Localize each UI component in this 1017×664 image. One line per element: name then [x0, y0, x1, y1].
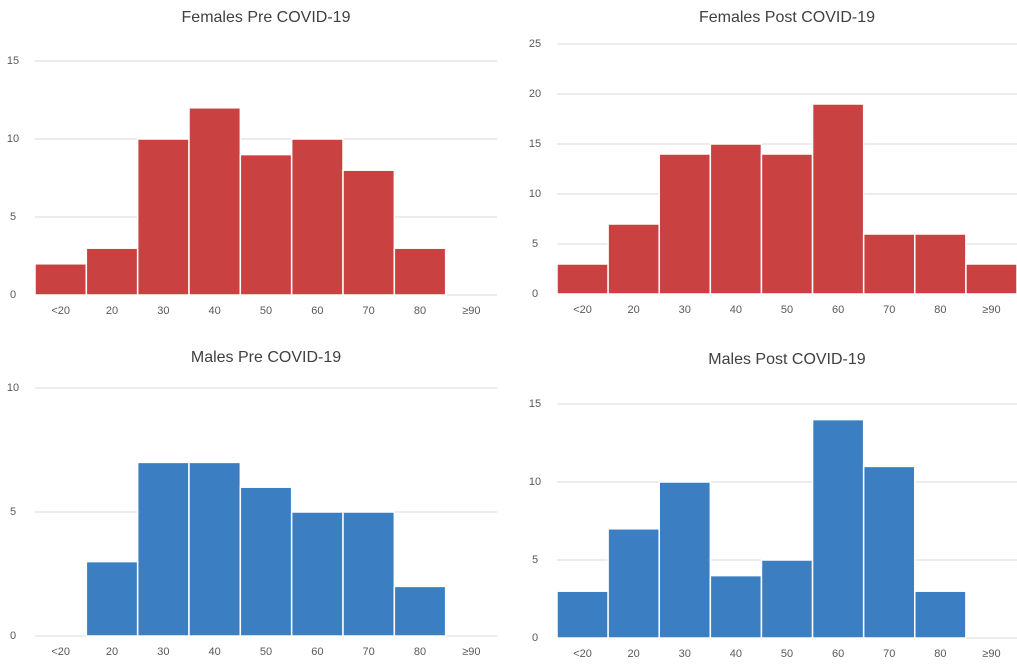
bar [556, 590, 609, 639]
bar [290, 511, 344, 637]
bar [239, 486, 293, 637]
y-tick-label: 5 [532, 238, 538, 250]
x-tick-label: 50 [260, 646, 272, 658]
x-tick-label: 20 [628, 304, 640, 316]
x-tick-label: 50 [781, 304, 793, 316]
x-tick-label: 30 [679, 304, 691, 316]
bar [709, 574, 763, 639]
bar [85, 247, 139, 296]
bar [136, 461, 190, 637]
x-tick-label: 70 [363, 305, 375, 317]
bar [34, 263, 88, 296]
bar [811, 418, 865, 639]
chart-title: Females Pre COVID-19 [182, 9, 351, 26]
x-tick-label: 50 [781, 648, 793, 660]
y-tick-label: 0 [10, 630, 16, 642]
x-tick-label: 50 [260, 305, 272, 317]
chart-title: Females Post COVID-19 [699, 9, 875, 26]
bar [914, 233, 967, 295]
x-tick-label: <20 [573, 648, 592, 660]
x-tick-label: ≥90 [462, 646, 480, 658]
bar [760, 559, 814, 639]
x-tick-label: 80 [934, 304, 946, 316]
x-tick-label: 60 [311, 305, 323, 317]
x-tick-label: ≥90 [982, 304, 1000, 316]
y-tick-label: 15 [529, 138, 541, 150]
x-tick-label: 70 [883, 304, 895, 316]
bar [607, 528, 660, 639]
y-tick-label: 5 [10, 211, 16, 223]
x-tick-label: <20 [51, 646, 70, 658]
x-tick-label: 40 [209, 305, 221, 317]
bar [239, 153, 293, 296]
bar [393, 585, 447, 637]
x-tick-label: 30 [679, 648, 691, 660]
x-tick-label: ≥90 [982, 648, 1000, 660]
bar [914, 590, 967, 639]
bar [709, 143, 763, 295]
x-tick-label: 20 [106, 305, 118, 317]
x-tick-label: 60 [832, 304, 844, 316]
x-tick-label: 20 [106, 646, 118, 658]
bar [342, 169, 396, 296]
y-tick-label: 5 [532, 554, 538, 566]
y-tick-label: 10 [7, 382, 19, 394]
bar [290, 138, 344, 296]
y-tick-label: 10 [7, 133, 19, 145]
x-tick-label: <20 [573, 304, 592, 316]
x-tick-label: ≥90 [462, 305, 480, 317]
x-tick-label: 40 [209, 646, 221, 658]
bar [188, 107, 242, 296]
y-tick-label: 20 [529, 88, 541, 100]
bar [393, 247, 447, 296]
chart-title: Males Pre COVID-19 [191, 349, 341, 366]
x-tick-label: <20 [51, 305, 70, 317]
y-tick-label: 15 [529, 398, 541, 410]
x-tick-label: 40 [730, 304, 742, 316]
bar [607, 223, 660, 295]
bar [136, 138, 190, 296]
bar [556, 263, 609, 295]
y-tick-label: 25 [529, 38, 541, 50]
bar [658, 153, 712, 295]
chart-title: Males Post COVID-19 [708, 351, 865, 368]
y-tick-label: 10 [529, 188, 541, 200]
x-tick-label: 60 [832, 648, 844, 660]
bar [811, 103, 865, 295]
y-tick-label: 0 [10, 289, 16, 301]
bar [965, 263, 1017, 295]
y-tick-label: 15 [7, 55, 19, 67]
bar [85, 560, 139, 637]
x-tick-label: 70 [363, 646, 375, 658]
y-tick-label: 0 [532, 288, 538, 300]
x-tick-label: 30 [157, 305, 169, 317]
bar [862, 465, 916, 639]
x-tick-label: 40 [730, 648, 742, 660]
x-tick-label: 80 [414, 305, 426, 317]
y-tick-label: 0 [532, 632, 538, 644]
x-tick-label: 30 [157, 646, 169, 658]
x-tick-label: 80 [934, 648, 946, 660]
y-tick-label: 5 [10, 506, 16, 518]
bar [760, 153, 814, 295]
bar [658, 481, 712, 639]
x-tick-label: 80 [414, 646, 426, 658]
x-tick-label: 20 [628, 648, 640, 660]
x-tick-label: 60 [311, 646, 323, 658]
bar [862, 233, 916, 295]
x-tick-label: 70 [883, 648, 895, 660]
y-tick-label: 10 [529, 476, 541, 488]
bar [342, 511, 396, 637]
bar [188, 461, 242, 637]
